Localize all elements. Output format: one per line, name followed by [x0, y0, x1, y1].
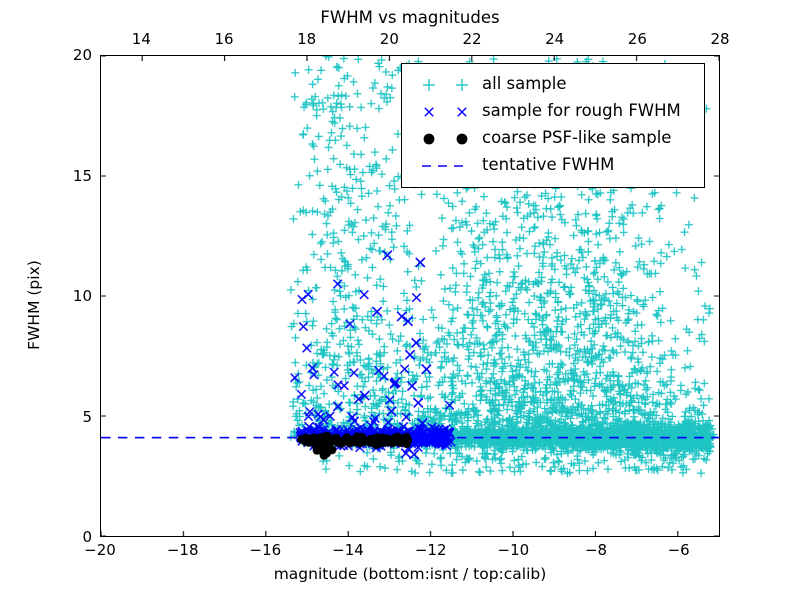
legend: all sample sample for rough FWHM c	[401, 63, 705, 188]
legend-label-rough-fwhm: sample for rough FWHM	[482, 101, 681, 121]
x-tick-top: 26	[627, 30, 647, 48]
x-axis-label: magnitude (bottom:isnt / top:calib)	[273, 565, 547, 583]
y-tick: 0	[82, 528, 92, 546]
x-tick-top: 16	[214, 30, 234, 48]
circle-marker-icon	[410, 128, 482, 150]
x-tick-bottom: −6	[667, 541, 690, 559]
legend-label-psf-like: coarse PSF-like sample	[482, 128, 672, 148]
legend-entry-rough-fwhm: sample for rough FWHM	[410, 98, 696, 125]
x-tick-top: 28	[710, 30, 730, 48]
x-tick-top: 22	[462, 30, 482, 48]
y-tick: 5	[82, 407, 92, 426]
x-tick-top: 24	[545, 30, 565, 48]
legend-entry-all-sample: all sample	[410, 71, 696, 98]
legend-label-all-sample: all sample	[482, 74, 567, 94]
dashed-line-icon	[410, 155, 482, 177]
y-axis-label: FWHM (pix)	[25, 260, 43, 350]
x-tick-top: 14	[131, 30, 151, 48]
legend-entry-psf-like: coarse PSF-like sample	[410, 125, 696, 152]
x-tick-bottom: −10	[497, 541, 530, 559]
x-tick-bottom: −14	[332, 541, 364, 559]
x-tick-bottom: −12	[414, 541, 447, 559]
legend-entry-tentative-fwhm: tentative FWHM	[410, 152, 696, 179]
plus-marker-icon	[410, 74, 482, 96]
cross-marker-icon	[410, 101, 482, 123]
x-tick-bottom: −18	[166, 541, 199, 559]
chart-title: FWHM vs magnitudes	[320, 8, 500, 27]
y-tick: 15	[72, 166, 92, 185]
x-tick-bottom: −8	[584, 541, 608, 559]
x-tick-top: 18	[297, 30, 317, 48]
y-tick: 20	[72, 46, 92, 64]
x-tick-top: 20	[379, 30, 399, 48]
x-tick-bottom: −20	[84, 541, 116, 559]
legend-label-tentative-fwhm: tentative FWHM	[482, 155, 615, 175]
y-tick: 10	[72, 287, 92, 305]
x-tick-bottom: −16	[249, 541, 282, 559]
